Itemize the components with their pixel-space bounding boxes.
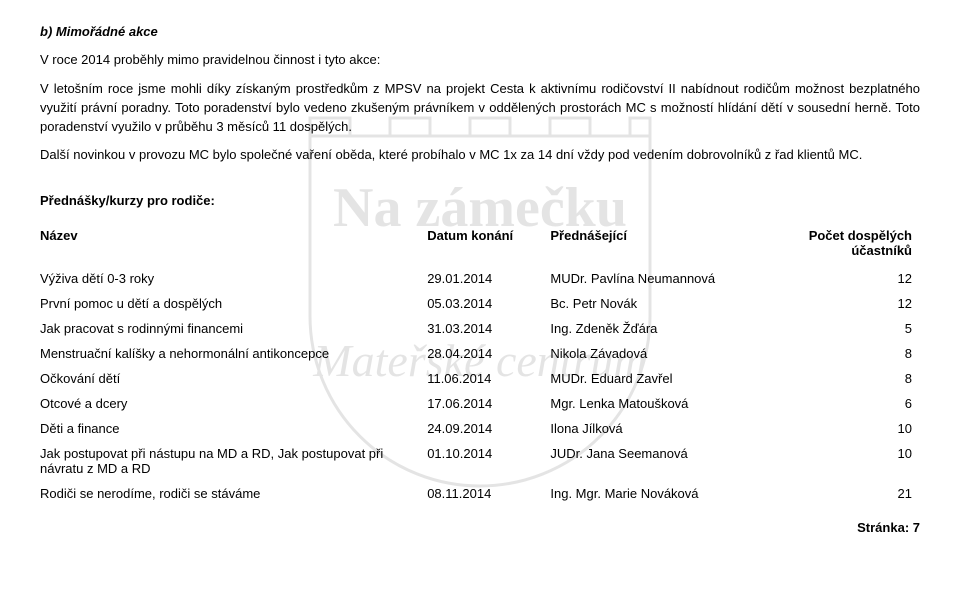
table-row: Rodiči se nerodíme, rodiči se stáváme08.…: [40, 481, 920, 506]
cell-count: 21: [797, 481, 920, 506]
cell-name: Rodiči se nerodíme, rodiči se stáváme: [40, 481, 427, 506]
cell-lecturer: Ing. Mgr. Marie Nováková: [550, 481, 796, 506]
table-row: Děti a finance24.09.2014Ilona Jílková10: [40, 416, 920, 441]
cell-lecturer: Ilona Jílková: [550, 416, 796, 441]
col-name: Název: [40, 222, 427, 266]
table-row: Výživa dětí 0-3 roky29.01.2014MUDr. Pavl…: [40, 266, 920, 291]
col-date: Datum konání: [427, 222, 550, 266]
cell-name: První pomoc u dětí a dospělých: [40, 291, 427, 316]
cell-name: Očkování dětí: [40, 366, 427, 391]
cell-lecturer: Nikola Závadová: [550, 341, 796, 366]
col-lecturer: Přednášející: [550, 222, 796, 266]
lectures-table: Název Datum konání Přednášející Počet do…: [40, 222, 920, 506]
cell-lecturer: Ing. Zdeněk Žďára: [550, 316, 796, 341]
col-count: Počet dospělých účastníků: [797, 222, 920, 266]
cell-date: 24.09.2014: [427, 416, 550, 441]
cell-name: Jak postupovat při nástupu na MD a RD, J…: [40, 441, 427, 481]
table-row: Očkování dětí11.06.2014MUDr. Eduard Zavř…: [40, 366, 920, 391]
page-number: Stránka: 7: [40, 520, 920, 535]
cell-count: 10: [797, 416, 920, 441]
cell-lecturer: MUDr. Pavlína Neumannová: [550, 266, 796, 291]
table-row: Otcové a dcery17.06.2014Mgr. Lenka Matou…: [40, 391, 920, 416]
cell-date: 08.11.2014: [427, 481, 550, 506]
cell-name: Děti a finance: [40, 416, 427, 441]
table-row: Jak pracovat s rodinnými financemi31.03.…: [40, 316, 920, 341]
cell-count: 8: [797, 341, 920, 366]
cell-date: 31.03.2014: [427, 316, 550, 341]
cell-count: 8: [797, 366, 920, 391]
cell-lecturer: Bc. Petr Novák: [550, 291, 796, 316]
paragraph: V letošním roce jsme mohli díky získaným…: [40, 80, 920, 137]
table-subheading: Přednášky/kurzy pro rodiče:: [40, 193, 920, 208]
cell-date: 11.06.2014: [427, 366, 550, 391]
cell-count: 10: [797, 441, 920, 481]
table-row: Jak postupovat při nástupu na MD a RD, J…: [40, 441, 920, 481]
cell-date: 05.03.2014: [427, 291, 550, 316]
table-row: První pomoc u dětí a dospělých05.03.2014…: [40, 291, 920, 316]
cell-count: 6: [797, 391, 920, 416]
paragraph: V roce 2014 proběhly mimo pravidelnou či…: [40, 51, 920, 70]
cell-lecturer: JUDr. Jana Seemanová: [550, 441, 796, 481]
cell-name: Menstruační kalíšky a nehormonální antik…: [40, 341, 427, 366]
table-header-row: Název Datum konání Přednášející Počet do…: [40, 222, 920, 266]
table-row: Menstruační kalíšky a nehormonální antik…: [40, 341, 920, 366]
cell-date: 28.04.2014: [427, 341, 550, 366]
cell-count: 12: [797, 266, 920, 291]
cell-count: 5: [797, 316, 920, 341]
cell-date: 17.06.2014: [427, 391, 550, 416]
paragraph: Další novinkou v provozu MC bylo společn…: [40, 146, 920, 165]
cell-name: Otcové a dcery: [40, 391, 427, 416]
cell-date: 01.10.2014: [427, 441, 550, 481]
cell-count: 12: [797, 291, 920, 316]
cell-lecturer: Mgr. Lenka Matoušková: [550, 391, 796, 416]
cell-name: Jak pracovat s rodinnými financemi: [40, 316, 427, 341]
cell-date: 29.01.2014: [427, 266, 550, 291]
cell-lecturer: MUDr. Eduard Zavřel: [550, 366, 796, 391]
section-label: b) Mimořádné akce: [40, 24, 920, 39]
cell-name: Výživa dětí 0-3 roky: [40, 266, 427, 291]
